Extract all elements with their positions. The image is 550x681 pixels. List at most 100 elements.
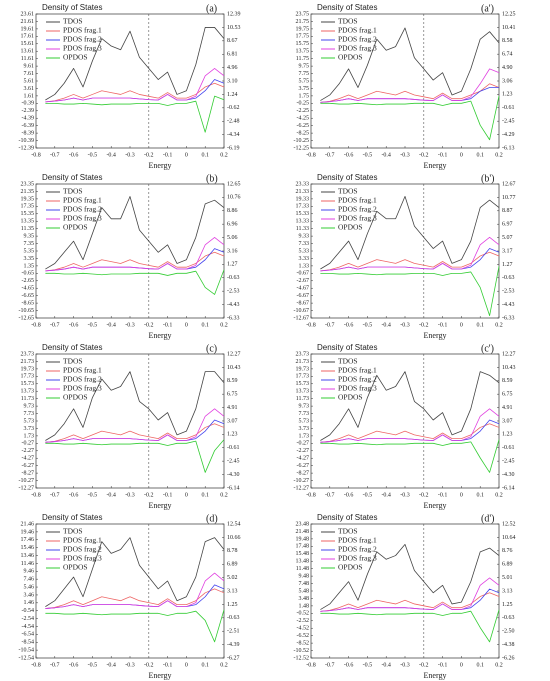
legend-label: OPDOS bbox=[63, 223, 88, 232]
x-axis-label: Energy bbox=[424, 331, 447, 340]
x-tick-label: -0.8 bbox=[31, 492, 41, 498]
y-tick-label: 17.73 bbox=[21, 374, 35, 380]
y-tick-label: -0.54 bbox=[22, 608, 35, 614]
y2-tick-label: 10.41 bbox=[502, 25, 516, 31]
y2-tick-label: 10.64 bbox=[502, 535, 516, 541]
y-tick-label: 3.73 bbox=[299, 426, 310, 432]
x-tick-label: -0.6 bbox=[69, 492, 79, 498]
y-tick-label: 3.73 bbox=[24, 426, 35, 432]
legend-label: PDOS frag.3 bbox=[63, 384, 102, 393]
x-tick-label: -0.8 bbox=[31, 662, 41, 668]
y-tick-label: -2.39 bbox=[22, 108, 35, 114]
legend-label: PDOS frag.3 bbox=[338, 554, 377, 563]
x-tick-label: -0.5 bbox=[88, 322, 98, 328]
x-tick-label: 0.1 bbox=[201, 152, 209, 158]
x-tick-label: -0.1 bbox=[163, 152, 173, 158]
x-tick-label: -0.2 bbox=[419, 152, 429, 158]
legend-label: PDOS frag.1 bbox=[338, 366, 377, 375]
y-tick-label: -8.54 bbox=[22, 640, 35, 646]
y-tick-label: 19.61 bbox=[21, 26, 35, 32]
x-tick-label: -0.1 bbox=[163, 492, 173, 498]
x-tick-label: 0 bbox=[460, 492, 463, 498]
y-tick-label: 7.75 bbox=[299, 71, 310, 77]
y-tick-label: 1.33 bbox=[299, 263, 310, 269]
x-tick-label: -0.1 bbox=[438, 662, 448, 668]
y-tick-label: 15.46 bbox=[21, 545, 35, 551]
x-tick-label: -0.4 bbox=[106, 492, 116, 498]
legend-label: PDOS frag.1 bbox=[338, 196, 377, 205]
y-tick-label: 1.35 bbox=[24, 263, 35, 269]
y-tick-label: -4.39 bbox=[22, 116, 35, 122]
y-tick-label: 1.46 bbox=[24, 600, 35, 606]
y-tick-label: -10.27 bbox=[294, 478, 310, 484]
series-line bbox=[320, 266, 500, 317]
x-axis-label: Energy bbox=[424, 161, 447, 170]
y-tick-label: -2.27 bbox=[297, 448, 310, 454]
x-tick-label: -0.2 bbox=[419, 662, 429, 668]
x-tick-label: -0.7 bbox=[50, 322, 60, 328]
legend-label: PDOS frag.2 bbox=[63, 35, 102, 44]
x-tick-label: -0.7 bbox=[325, 152, 335, 158]
y2-tick-label: 4.91 bbox=[227, 405, 238, 411]
x-axis-label: Energy bbox=[149, 161, 172, 170]
y-tick-label: 15.48 bbox=[296, 551, 310, 557]
x-tick-label: 0.2 bbox=[495, 492, 503, 498]
y-tick-label: -0.25 bbox=[297, 101, 310, 107]
legend-label: TDOS bbox=[63, 187, 83, 196]
x-tick-label: 0 bbox=[185, 322, 188, 328]
series-line bbox=[45, 251, 225, 272]
y2-tick-label: 10.43 bbox=[502, 365, 516, 371]
series-line bbox=[320, 236, 500, 272]
x-axis-label: Energy bbox=[149, 501, 172, 510]
legend-label: PDOS frag.1 bbox=[338, 536, 377, 545]
series-line bbox=[320, 195, 500, 270]
y2-tick-label: 8.67 bbox=[227, 38, 238, 44]
legend-label: OPDOS bbox=[63, 53, 88, 62]
y-tick-label: 11.33 bbox=[296, 226, 309, 232]
x-tick-label: -0.7 bbox=[325, 322, 335, 328]
series-line bbox=[45, 572, 225, 609]
series-line bbox=[320, 371, 500, 441]
x-tick-label: 0.2 bbox=[220, 152, 228, 158]
y-tick-label: 13.33 bbox=[296, 219, 310, 225]
y2-tick-label: -6.13 bbox=[502, 145, 515, 151]
y2-tick-label: 10.66 bbox=[227, 535, 241, 541]
y2-tick-label: 8.59 bbox=[502, 378, 513, 384]
series-line bbox=[320, 544, 500, 610]
y-tick-label: 23.75 bbox=[296, 11, 310, 17]
y2-tick-label: 8.86 bbox=[227, 208, 238, 214]
x-tick-label: -0.4 bbox=[106, 322, 116, 328]
y2-tick-label: -0.63 bbox=[227, 275, 240, 281]
x-axis-label: Energy bbox=[149, 331, 172, 340]
y-tick-label: -8.25 bbox=[297, 130, 310, 136]
y2-tick-label: -4.34 bbox=[227, 132, 240, 138]
legend-label: TDOS bbox=[63, 17, 83, 26]
series-line bbox=[45, 27, 225, 101]
y-tick-label: 9.73 bbox=[299, 403, 310, 409]
y-tick-label: -4.52 bbox=[297, 626, 310, 632]
y-tick-label: 19.48 bbox=[296, 536, 310, 542]
y-tick-label: 7.73 bbox=[24, 411, 35, 417]
y-tick-label: 11.48 bbox=[296, 566, 309, 572]
y2-tick-label: 8.78 bbox=[227, 548, 238, 554]
x-tick-label: -0.2 bbox=[419, 492, 429, 498]
x-tick-label: -0.1 bbox=[438, 492, 448, 498]
panel-label: (a) bbox=[206, 3, 217, 14]
x-tick-label: -0.5 bbox=[363, 662, 373, 668]
y2-tick-label: -6.26 bbox=[502, 655, 515, 661]
y2-tick-label: -2.53 bbox=[227, 289, 240, 295]
x-tick-label: -0.6 bbox=[344, 322, 354, 328]
y2-tick-label: 4.90 bbox=[502, 65, 513, 71]
y2-tick-label: -0.62 bbox=[227, 105, 240, 111]
x-tick-label: 0 bbox=[460, 152, 463, 158]
y-tick-label: -4.25 bbox=[297, 116, 310, 122]
series-line bbox=[45, 423, 225, 443]
x-tick-label: -0.3 bbox=[400, 492, 410, 498]
series-line bbox=[45, 609, 225, 643]
y-tick-label: 21.48 bbox=[296, 529, 310, 535]
series-line bbox=[45, 537, 225, 607]
panel-label: (a') bbox=[481, 3, 494, 14]
legend-label: OPDOS bbox=[63, 393, 88, 402]
y-tick-label: 13.73 bbox=[21, 389, 35, 395]
y-tick-label: 5.73 bbox=[299, 418, 310, 424]
